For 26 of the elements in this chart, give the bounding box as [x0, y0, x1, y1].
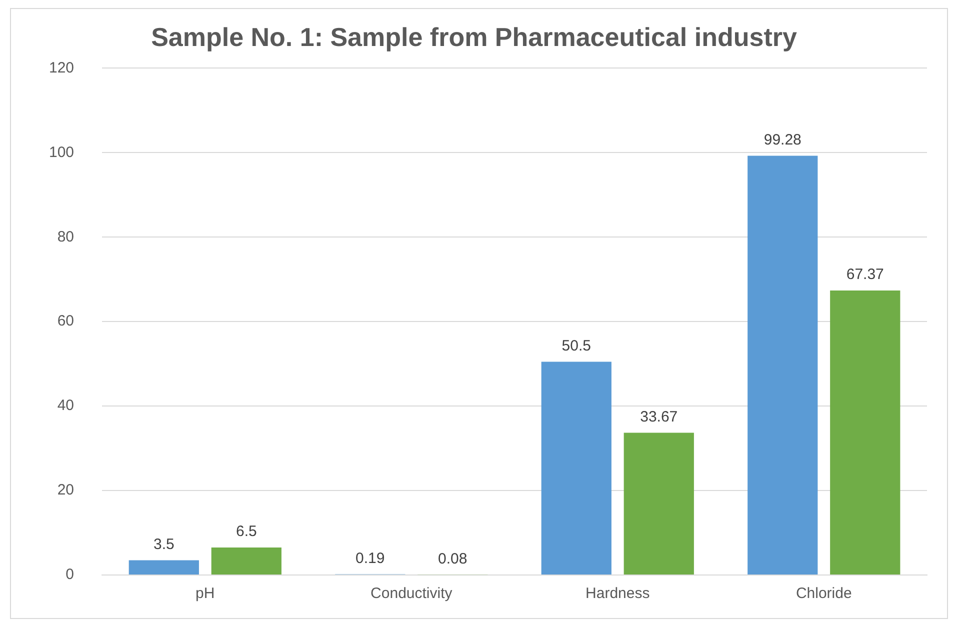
bar — [748, 156, 818, 574]
data-label: 33.67 — [640, 408, 678, 426]
data-label: 67.37 — [846, 266, 884, 284]
x-tick-label: pH — [196, 585, 215, 602]
data-label: 50.5 — [562, 337, 591, 354]
data-label: 0.19 — [356, 550, 385, 567]
data-label: 99.28 — [764, 131, 802, 148]
y-tick-label: 20 — [57, 482, 74, 499]
data-label: 3.5 — [153, 536, 174, 553]
y-tick-label: 120 — [48, 59, 74, 76]
bar — [211, 548, 282, 574]
x-tick-label: Chloride — [796, 585, 852, 602]
data-label: 6.5 — [236, 523, 257, 540]
x-tick-label: Conductivity — [370, 585, 453, 602]
bar — [541, 362, 612, 574]
y-tick-label: 100 — [48, 144, 74, 161]
y-tick-label: 60 — [57, 312, 74, 330]
y-tick-label: 0 — [66, 566, 74, 584]
y-tick-label: 80 — [57, 228, 74, 246]
bar — [128, 560, 199, 574]
bar — [624, 432, 694, 574]
x-tick-label: Hardness — [586, 585, 650, 602]
data-label: 0.08 — [438, 550, 468, 568]
chart-title: Sample No. 1: Sample from Pharmaceutical industry — [151, 22, 798, 52]
y-tick-label: 40 — [57, 397, 74, 414]
bar — [830, 290, 900, 574]
